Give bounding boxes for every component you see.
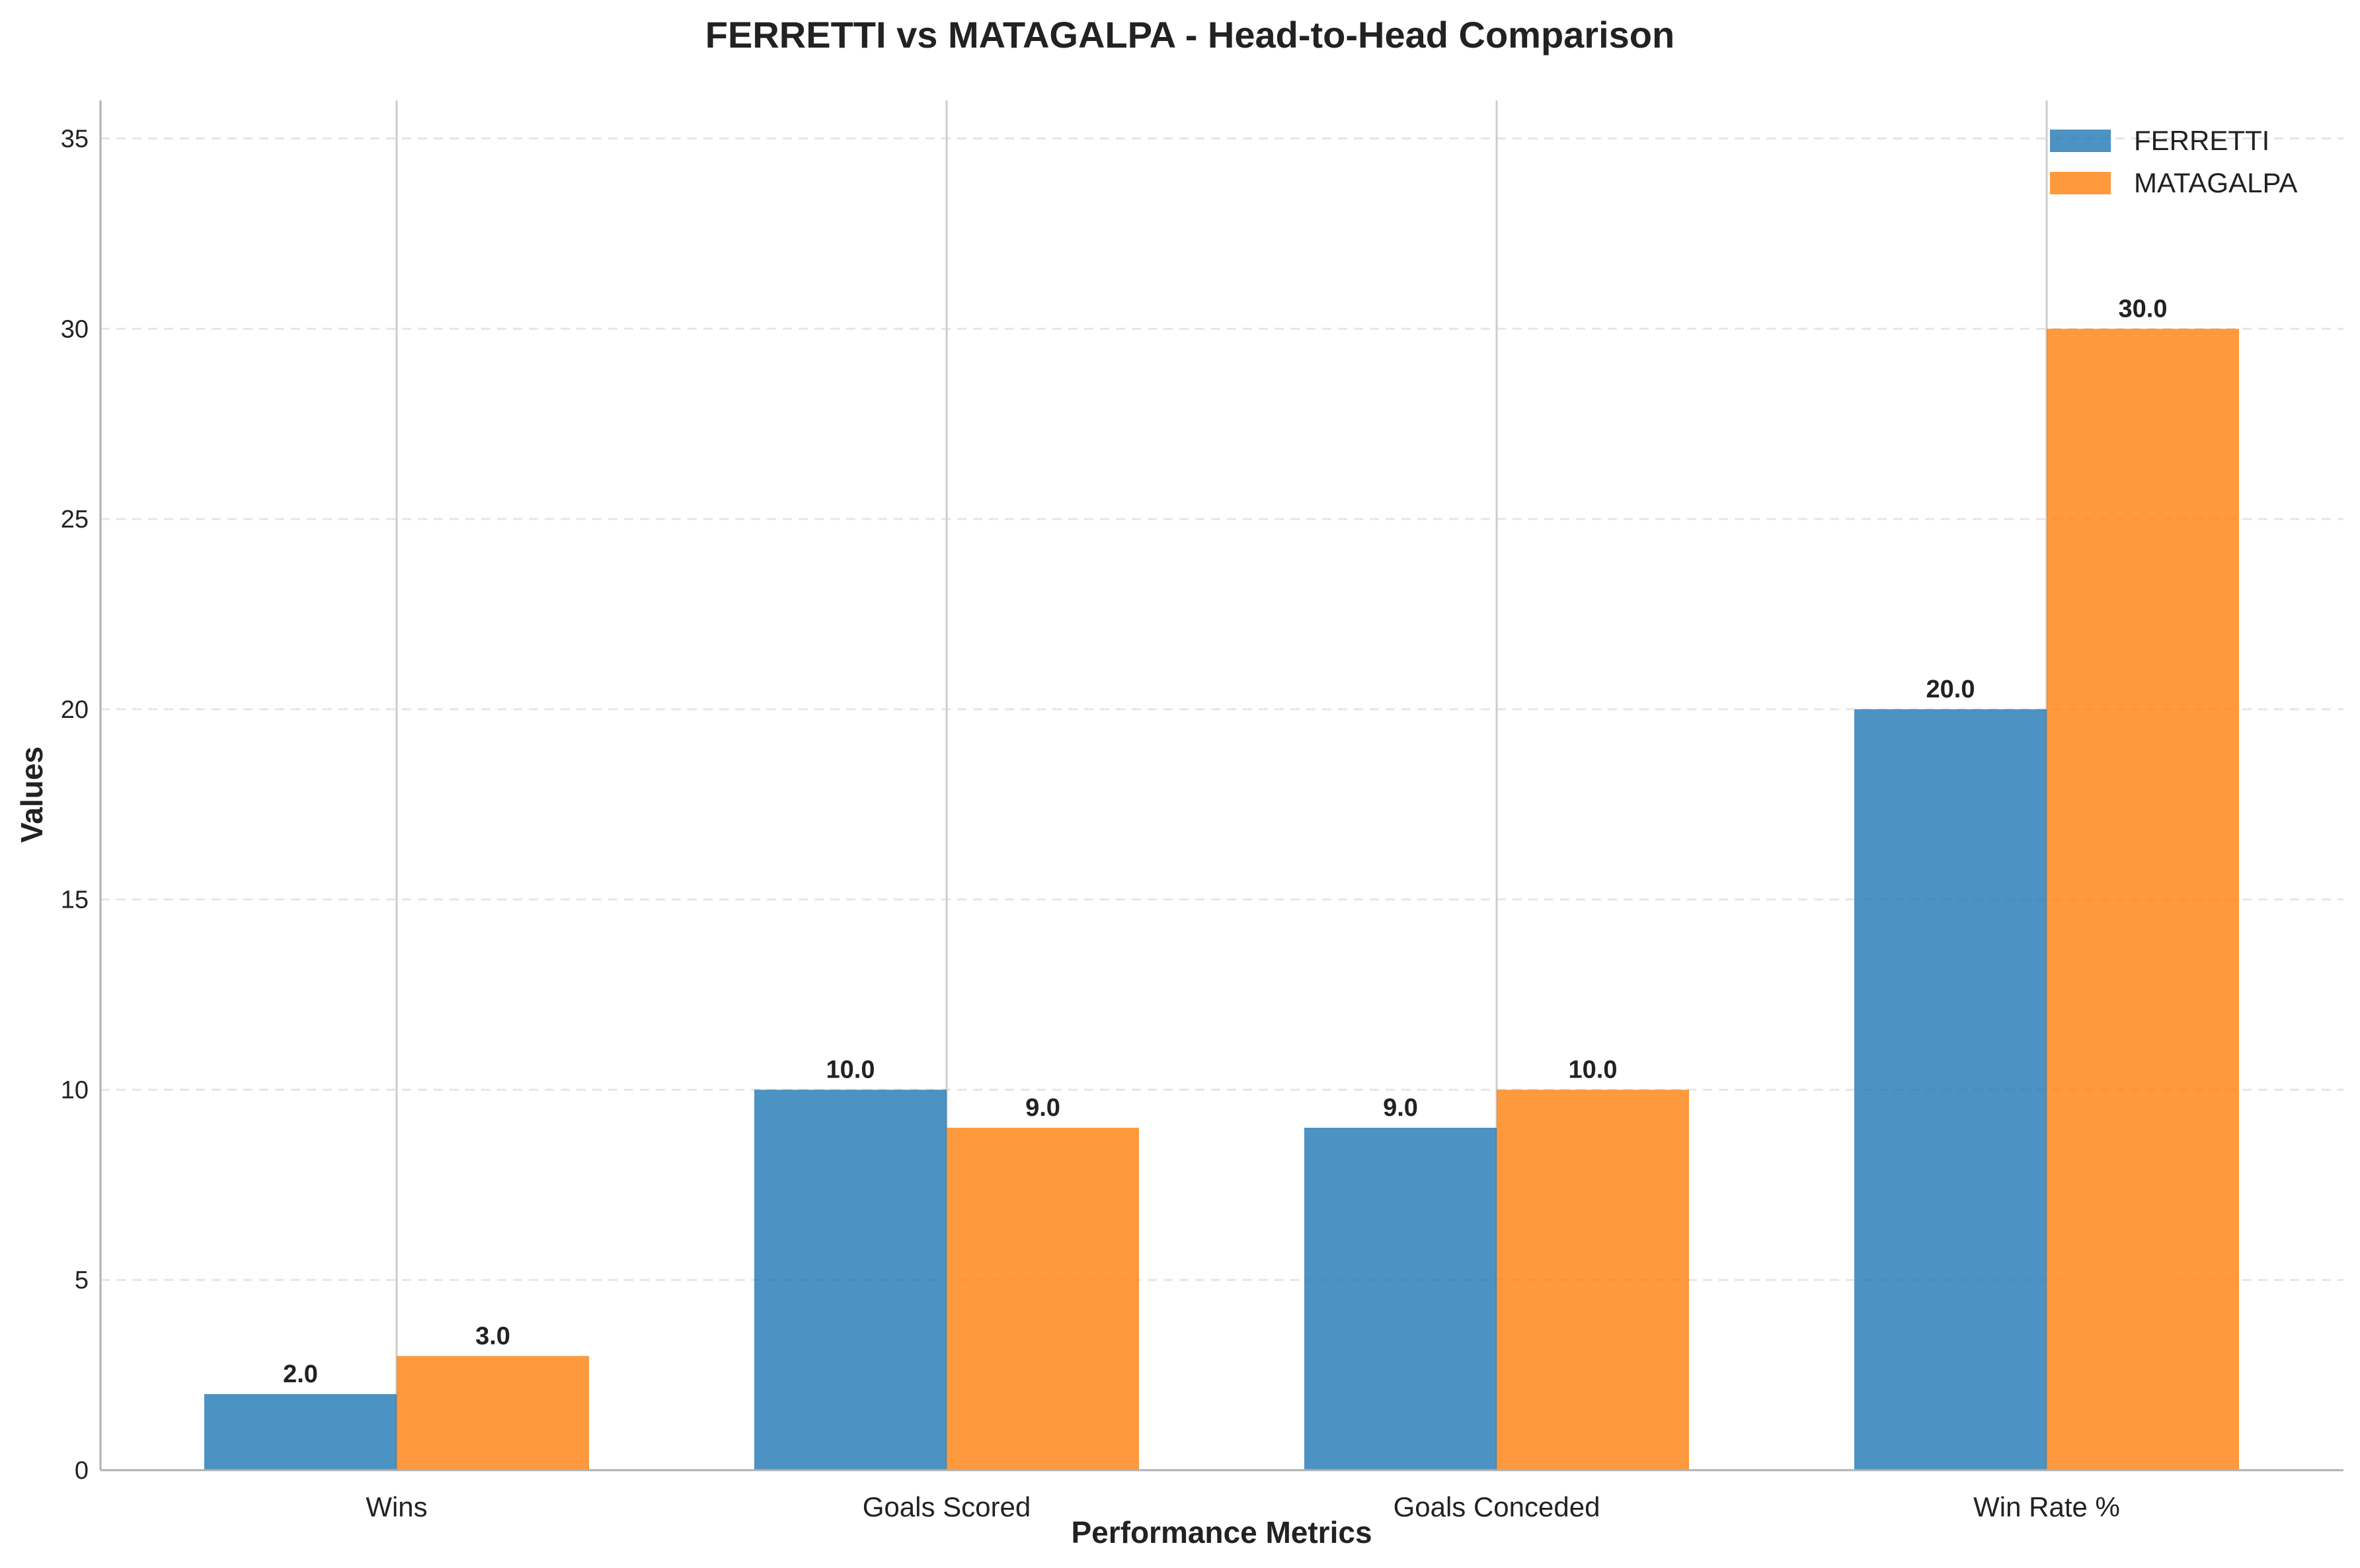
x-tick-label: Goals Scored [863, 1491, 1031, 1522]
y-tick-label: 15 [61, 886, 89, 914]
legend-swatch-matagalpa [2050, 172, 2111, 194]
y-tick-label: 25 [61, 506, 89, 533]
bar-matagalpa [1497, 1089, 1689, 1470]
bar-ferretti [204, 1393, 397, 1470]
data-label: 30.0 [2119, 295, 2168, 323]
data-label: 3.0 [475, 1322, 510, 1350]
data-label: 10.0 [826, 1056, 875, 1083]
legend-label-ferretti: FERRETTI [2134, 125, 2269, 156]
data-label: 10.0 [1569, 1056, 1618, 1083]
chart-title: FERRETTI vs MATAGALPA - Head-to-Head Com… [705, 14, 1674, 56]
data-labels: 2.0 10.0 9.0 20.0 3.0 9.0 10.0 30.0 [283, 295, 2167, 1388]
y-tick-label: 5 [75, 1267, 89, 1294]
y-tick-label: 20 [61, 696, 89, 724]
legend-swatch-ferretti [2050, 130, 2111, 152]
bar-matagalpa [947, 1128, 1139, 1470]
y-tick-label: 0 [75, 1457, 89, 1485]
bar-ferretti [1304, 1128, 1497, 1470]
bar-matagalpa [397, 1356, 589, 1470]
data-label: 9.0 [1025, 1094, 1060, 1122]
x-tick-label: Goals Conceded [1394, 1491, 1600, 1522]
bars [204, 329, 2239, 1470]
data-label: 2.0 [283, 1360, 318, 1388]
tick-labels: 0 5 10 15 20 25 30 35 Wins Goals Scored Goals Conc… [61, 126, 2120, 1522]
y-tick-label: 35 [61, 126, 89, 153]
x-axis-label: Performance Metrics [1071, 1515, 1372, 1549]
x-tick-label: Wins [366, 1491, 427, 1522]
y-tick-label: 30 [61, 315, 89, 343]
legend-label-matagalpa: MATAGALPA [2134, 167, 2297, 198]
data-label: 9.0 [1383, 1094, 1418, 1122]
bar-ferretti [754, 1089, 947, 1470]
y-tick-label: 10 [61, 1076, 89, 1104]
legend: FERRETTI MATAGALPA [2050, 125, 2297, 198]
axes [99, 100, 2343, 1471]
y-axis-label: Values [15, 746, 49, 843]
bar-matagalpa [2047, 329, 2239, 1470]
data-label: 20.0 [1926, 676, 1975, 703]
bar-ferretti [1854, 709, 2047, 1470]
x-tick-label: Win Rate % [1973, 1491, 2120, 1522]
